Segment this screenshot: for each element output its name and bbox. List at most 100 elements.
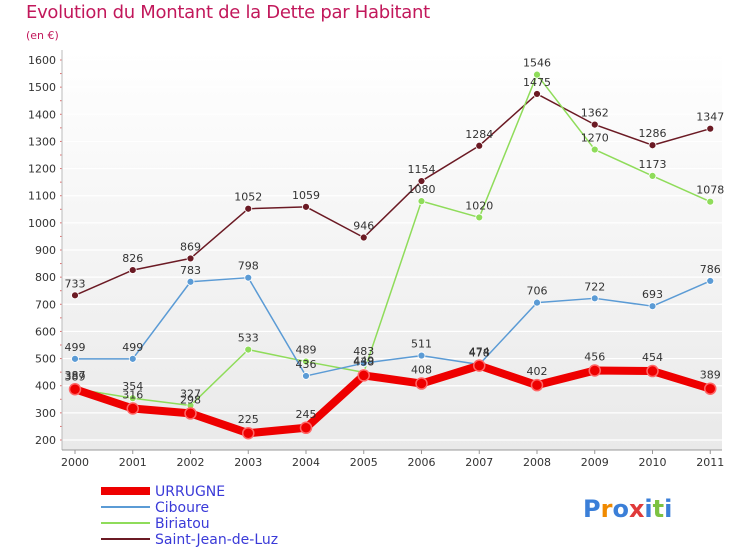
data-point (648, 302, 657, 311)
data-label: 1546 (523, 57, 551, 70)
data-point (299, 421, 313, 435)
data-point (706, 197, 715, 206)
series-line-biriatou (74, 73, 711, 407)
data-label: 436 (296, 358, 317, 371)
data-point (184, 407, 197, 420)
legend-label: Ciboure (155, 500, 209, 516)
data-point (704, 382, 717, 395)
data-point (244, 345, 253, 354)
data-point (128, 394, 137, 403)
data-point (475, 213, 484, 222)
data-point (302, 357, 310, 366)
data-label: 354 (122, 380, 143, 393)
data-label: 869 (180, 240, 201, 253)
data-label: 245 (296, 408, 317, 421)
data-label: 1347 (696, 111, 724, 124)
y-tick-label: 300 (35, 407, 56, 420)
data-point (417, 177, 426, 185)
y-tick-label: 1000 (28, 217, 56, 230)
legend-label: URRUGNE (155, 484, 225, 500)
data-point (473, 359, 486, 372)
y-tick-label: 700 (35, 298, 56, 311)
data-point (533, 298, 541, 307)
legend-label: Biriatou (155, 516, 210, 532)
data-point (68, 382, 82, 396)
data-label: 489 (296, 344, 317, 357)
data-point (533, 90, 541, 98)
data-point (186, 254, 195, 263)
data-point (359, 359, 368, 368)
legend-label: Saint-Jean-de-Luz (155, 532, 278, 548)
x-tick-label: 2005 (350, 456, 378, 469)
data-label: 499 (122, 341, 143, 354)
data-point (359, 233, 368, 242)
data-label: 454 (642, 351, 663, 364)
data-label: 327 (180, 388, 201, 401)
data-point (417, 197, 426, 206)
data-label: 1080 (408, 183, 436, 196)
data-label: 798 (238, 260, 259, 273)
x-tick-label: 2010 (639, 456, 667, 469)
data-point (244, 273, 253, 282)
data-point (590, 120, 599, 129)
data-label: 1173 (639, 158, 667, 171)
data-label: 786 (700, 263, 721, 276)
data-label: 946 (353, 220, 374, 233)
series-line-ciboure (74, 276, 711, 377)
data-point (244, 204, 253, 213)
data-label: 511 (411, 338, 432, 351)
data-label: 1284 (465, 128, 493, 141)
x-tick-label: 2007 (465, 456, 493, 469)
x-tick-label: 2003 (234, 456, 262, 469)
data-label: 783 (180, 264, 201, 277)
data-label: 826 (122, 252, 143, 265)
x-tick-label: 2011 (696, 456, 724, 469)
data-label: 402 (527, 365, 548, 378)
data-point (302, 372, 310, 380)
data-label: 693 (642, 288, 663, 301)
y-tick-label: 200 (35, 434, 56, 447)
data-label: 499 (65, 341, 86, 354)
series-line-saint-jean-de-luz (74, 93, 711, 297)
data-label: 483 (353, 345, 374, 358)
data-point (186, 277, 195, 286)
data-label: 1052 (234, 191, 262, 204)
x-tick-label: 2002 (177, 456, 205, 469)
data-label: 387 (65, 369, 86, 382)
chart-title: Evolution du Montant de la Dette par Hab… (26, 2, 430, 23)
y-tick-label: 900 (35, 244, 56, 257)
x-tick-label: 2008 (523, 456, 551, 469)
data-label: 722 (584, 280, 605, 293)
y-tick-label: 1500 (28, 81, 56, 94)
data-point (590, 294, 599, 303)
data-label: 449 (353, 354, 374, 367)
data-point (128, 354, 137, 363)
x-tick-label: 2006 (408, 456, 436, 469)
data-point (475, 141, 484, 150)
y-tick-label: 600 (35, 325, 56, 338)
data-point (417, 351, 426, 360)
data-point (530, 378, 544, 392)
data-point (648, 171, 657, 180)
data-label: 474 (469, 346, 490, 359)
data-label: 533 (238, 332, 259, 345)
y-tick-label: 1600 (28, 54, 56, 67)
data-label: 1020 (465, 199, 493, 212)
y-tick-label: 400 (35, 380, 56, 393)
data-label: 456 (584, 351, 605, 364)
y-tick-label: 1200 (28, 163, 56, 176)
data-point (706, 124, 715, 133)
data-point (588, 364, 601, 377)
data-label: 225 (238, 413, 259, 426)
data-label: 408 (411, 364, 432, 377)
proxiti-logo: Proxiti (583, 495, 672, 523)
data-point (71, 291, 79, 300)
data-label: 298 (180, 393, 201, 406)
y-tick-label: 1100 (28, 190, 56, 203)
data-label: 1286 (639, 127, 667, 140)
data-point (646, 364, 659, 378)
data-point (415, 377, 428, 390)
data-label: 389 (700, 369, 721, 382)
